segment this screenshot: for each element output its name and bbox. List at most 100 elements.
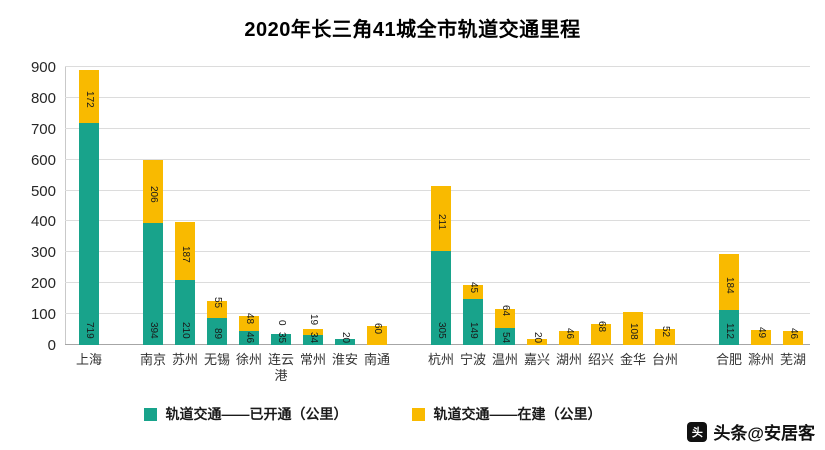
bar-value-label-under-construction: 46 — [564, 327, 575, 339]
legend-swatch — [411, 407, 425, 421]
bar-value-label-opened: 149 — [468, 322, 479, 339]
y-axis-tick-label: 400 — [30, 213, 56, 231]
bar-value-label-under-construction: 55 — [212, 297, 223, 309]
y-axis-tick-label: 300 — [30, 244, 56, 262]
x-axis-city-label: 芜湖 — [779, 352, 806, 367]
x-axis-city-label: 金华 — [619, 352, 646, 367]
x-axis-city-label: 台州 — [651, 352, 678, 367]
bar-segment-under-construction — [591, 324, 611, 345]
x-axis-city-label: 温州 — [491, 352, 518, 367]
legend-label: 轨道交通——在建（公里） — [433, 406, 602, 422]
bar-segment-under-construction — [783, 330, 803, 345]
bar-segment-under-construction — [751, 329, 771, 345]
bar-segment-under-construction — [655, 328, 675, 345]
bar-segment-under-construction — [431, 185, 451, 251]
bar-value-label-under-construction: 211 — [436, 213, 447, 230]
legend-item: 轨道交通——在建（公里） — [411, 404, 602, 424]
x-axis-city-label: 滁州 — [747, 352, 774, 367]
x-axis-city-label: 无锡 — [203, 352, 230, 367]
x-axis-city-label: 合肥 — [715, 352, 742, 367]
bar-segment-under-construction — [239, 315, 259, 331]
bar-value-label-under-construction: 52 — [660, 325, 671, 337]
gridline — [65, 66, 810, 67]
bar-value-label-opened: 35 — [276, 331, 287, 343]
x-axis-city-label: 苏州 — [171, 352, 198, 367]
bar-segment-opened — [239, 330, 259, 345]
bar-value-label-opened: 394 — [148, 322, 159, 339]
bar-value-label-opened: 112 — [724, 323, 735, 339]
legend-item: 轨道交通——已开通（公里） — [143, 404, 348, 424]
bar-segment-opened — [719, 310, 739, 345]
bar-value-label-under-construction: 64 — [500, 305, 511, 317]
bar-value-label-under-construction: 108 — [628, 323, 639, 340]
toutiao-logo-icon: 头 — [687, 421, 708, 442]
bar-segment-opened — [79, 122, 99, 345]
bar-segment-under-construction — [367, 326, 387, 345]
bar-value-label-opened: 54 — [500, 331, 511, 343]
y-axis-tick-label: 600 — [30, 151, 56, 169]
bar-segment-under-construction — [207, 300, 227, 318]
x-axis-city-label: 湖州 — [555, 352, 582, 367]
bar-value-label-under-construction: 19 — [308, 314, 319, 326]
bar-value-label-under-construction: 68 — [596, 320, 607, 332]
gridline — [65, 127, 810, 129]
x-axis-city-label: 淮安 — [331, 352, 358, 367]
legend-swatch — [143, 407, 157, 421]
y-axis-line — [65, 67, 66, 345]
bar-segment-under-construction — [303, 328, 323, 335]
gridline — [65, 158, 810, 160]
bar-value-label-opened: 89 — [212, 327, 223, 339]
bar-segment-under-construction — [143, 159, 163, 224]
bar-segment-opened — [495, 328, 515, 345]
bar-value-label-opened: 46 — [244, 331, 255, 343]
bar-value-label-under-construction: 48 — [244, 312, 255, 324]
y-axis-tick-label: 500 — [30, 182, 56, 200]
bar-value-label-under-construction: 206 — [148, 186, 159, 203]
bar-segment-under-construction — [495, 308, 515, 329]
bar-value-label-opened: 305 — [436, 322, 447, 339]
bar-segment-opened — [207, 317, 227, 345]
bar-value-label-opened: 34 — [308, 331, 319, 343]
y-axis-tick-label: 800 — [30, 89, 56, 107]
bar-segment-under-construction — [623, 311, 643, 345]
bar-segment-opened — [463, 298, 483, 345]
bar-value-label-under-construction: 20 — [532, 331, 543, 343]
bar-segment-opened — [143, 223, 163, 345]
x-axis-city-label: 常州 — [299, 352, 326, 367]
legend-label: 轨道交通——已开通（公里） — [165, 406, 348, 422]
bar-segment-opened — [175, 280, 195, 345]
bar-value-label-opened: 210 — [180, 322, 191, 339]
x-axis-city-label: 连云港 — [267, 352, 294, 383]
x-axis-city-label: 杭州 — [427, 352, 454, 367]
watermark: 头 头条@安居客 — [687, 419, 815, 444]
y-axis-tick-label: 100 — [30, 306, 56, 324]
x-axis-city-label: 嘉兴 — [523, 352, 550, 367]
bar-segment-under-construction — [463, 285, 483, 299]
bar-segment-under-construction — [719, 253, 739, 311]
bar-segment-opened — [431, 250, 451, 345]
bar-segment-under-construction — [559, 330, 579, 345]
bar-value-label-under-construction: 46 — [788, 327, 799, 339]
bar-segment-opened — [271, 334, 291, 345]
bar-value-label-under-construction: 0 — [276, 319, 287, 326]
bar-value-label-under-construction: 172 — [84, 91, 95, 108]
x-axis-city-label: 上海 — [75, 352, 102, 367]
bar-value-label-opened: 20 — [340, 331, 351, 343]
x-axis-city-label: 徐州 — [235, 352, 262, 367]
bar-value-label-under-construction: 49 — [756, 326, 767, 338]
y-axis-tick-label: 200 — [30, 275, 56, 293]
bar-segment-opened — [335, 338, 355, 345]
bar-value-label-under-construction: 45 — [468, 281, 479, 294]
bar-value-label-under-construction: 184 — [724, 276, 735, 294]
x-axis-city-label: 宁波 — [459, 352, 486, 367]
legend: 轨道交通——已开通（公里） 轨道交通——在建（公里） — [0, 404, 745, 424]
y-axis-tick-label: 0 — [47, 337, 56, 354]
chart-title: 2020年长三角41城全市轨道交通里程 — [244, 19, 581, 41]
y-axis-tick-label: 900 — [30, 59, 56, 76]
y-axis-tick-label: 700 — [30, 120, 56, 138]
bar-segment-opened — [303, 334, 323, 345]
bar-value-label-under-construction: 60 — [372, 323, 383, 335]
gridline — [65, 96, 810, 98]
bar-value-label-opened: 719 — [84, 322, 95, 339]
